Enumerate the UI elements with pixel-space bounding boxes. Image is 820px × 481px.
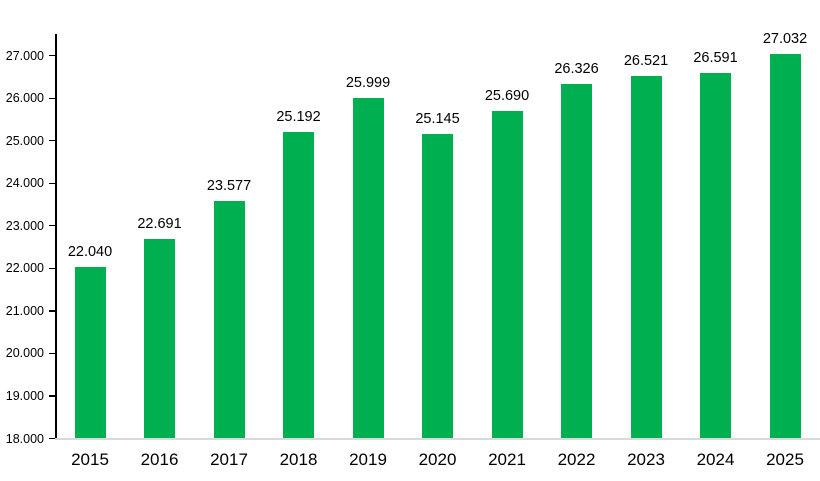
bar-value-label: 26.326: [554, 61, 599, 78]
y-axis-tick: [48, 225, 55, 227]
x-axis-category-label: 2024: [696, 450, 735, 469]
y-axis-tick: [48, 310, 55, 312]
y-axis-tick-label: 23.000: [5, 218, 44, 233]
bar-value-label: 25.192: [276, 109, 321, 126]
bar-2018: [283, 132, 314, 439]
bar-value-label: 22.040: [67, 243, 113, 260]
x-axis-category-label: 2015: [71, 450, 109, 469]
x-axis-category-label: 2020: [418, 450, 457, 469]
bar-2023: [630, 75, 662, 439]
bar-value-label: 26.591: [693, 49, 738, 66]
bar-2020: [422, 134, 453, 439]
x-axis-category-label: 2025: [766, 450, 804, 469]
y-axis-tick-label: 19.000: [5, 388, 44, 403]
x-axis-category-label: 2016: [140, 450, 179, 469]
bar-value-label: 25.690: [484, 88, 530, 105]
bar-value-label: 23.577: [206, 178, 252, 195]
y-axis-tick: [48, 352, 55, 355]
bar-2025: [769, 54, 801, 439]
y-axis-tick: [48, 55, 55, 57]
x-axis-category-label: 2022: [557, 450, 596, 469]
y-axis-tick: [48, 140, 55, 142]
y-axis-tick: [48, 182, 55, 184]
x-axis-category-label: 2018: [279, 450, 318, 469]
y-axis-tick-label: 18.000: [5, 431, 44, 446]
bar-2024: [700, 72, 731, 439]
y-axis-tick-label: 25.000: [5, 133, 44, 148]
bar-value-label: 22.691: [137, 215, 182, 232]
x-axis-baseline: [55, 438, 820, 440]
y-axis-tick-label: 26.000: [5, 91, 44, 106]
y-axis-tick: [48, 267, 55, 269]
bar-value-label: 25.145: [415, 111, 460, 128]
y-axis-line: [55, 34, 57, 440]
bar-value-label: 25.999: [345, 75, 391, 92]
bar-2015: [74, 266, 106, 439]
y-axis-tick: [48, 97, 55, 99]
y-axis-tick: [48, 438, 55, 440]
bar-2022: [561, 84, 592, 439]
y-axis-tick-label: 22.000: [5, 261, 44, 276]
bar-value-label: 26.521: [623, 52, 669, 69]
x-axis-category-label: 2017: [210, 450, 248, 469]
x-axis-category-label: 2023: [627, 450, 665, 469]
y-axis-tick-label: 24.000: [5, 176, 44, 191]
bar-2017: [213, 201, 245, 439]
y-axis-tick-label: 27.000: [5, 48, 44, 63]
bar-value-label: 27.032: [762, 31, 808, 48]
bar-2016: [144, 238, 175, 439]
y-axis-tick-label: 21.000: [5, 303, 44, 318]
bar-2019: [352, 98, 384, 439]
bar-2021: [491, 111, 523, 439]
x-axis-category-label: 2021: [488, 450, 526, 469]
y-axis-tick: [48, 395, 55, 397]
x-axis-category-label: 2019: [349, 450, 387, 469]
y-axis-tick-label: 20.000: [5, 346, 44, 361]
